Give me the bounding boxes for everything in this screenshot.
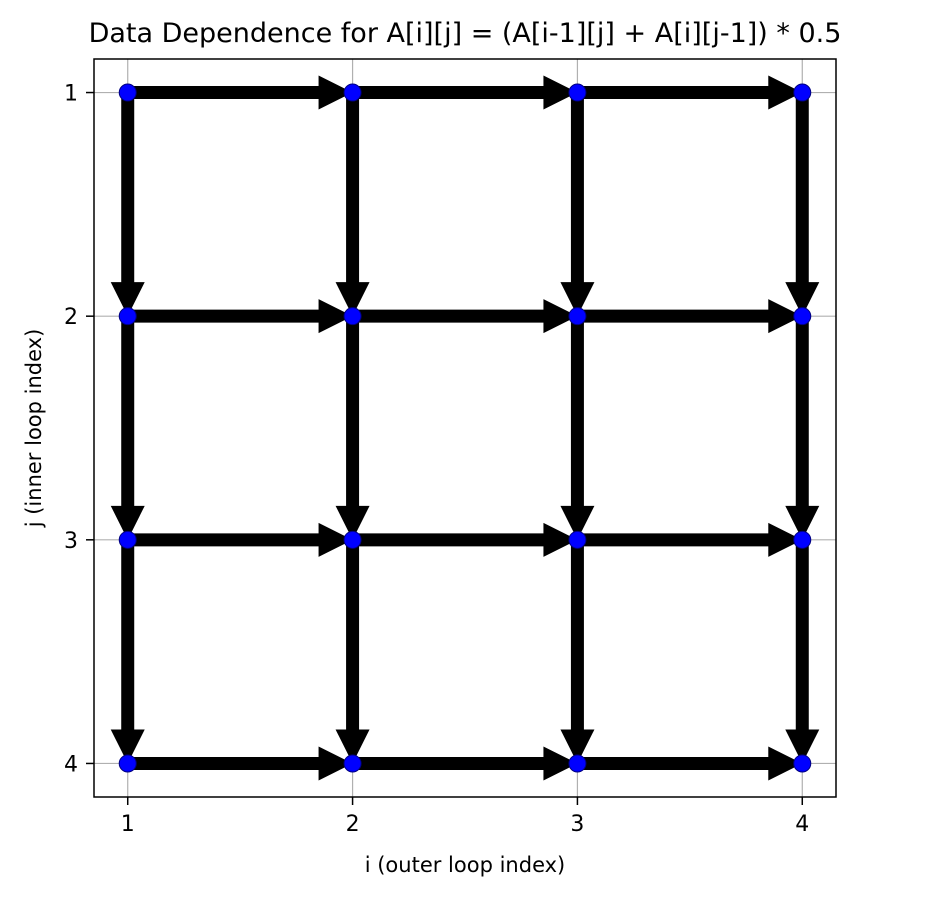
dependence-arrow <box>127 746 353 781</box>
dependence-arrow <box>335 539 370 764</box>
dependence-arrow <box>577 746 803 781</box>
iteration-point <box>118 307 137 326</box>
x-tick-label: 1 <box>121 812 135 837</box>
dependence-arrow <box>785 539 820 764</box>
iteration-point <box>793 754 812 773</box>
iteration-point <box>118 754 137 773</box>
x-tick-label: 2 <box>346 812 360 837</box>
dependence-arrow <box>335 316 370 540</box>
dependence-arrow <box>110 316 145 540</box>
dependence-arrow <box>577 75 803 110</box>
dependence-arrow <box>352 522 578 557</box>
dependence-arrow <box>110 539 145 764</box>
plot-frame <box>93 58 837 798</box>
dependence-arrow <box>127 299 353 334</box>
dependence-arrow <box>785 92 820 317</box>
iteration-point <box>568 754 587 773</box>
iteration-point <box>793 530 812 549</box>
x-axis-label: i (outer loop index) <box>365 853 566 877</box>
axis-ticks: 1 2 3 4 1 2 3 4 <box>64 82 809 837</box>
iteration-point <box>343 754 362 773</box>
dependence-arrow <box>577 522 803 557</box>
dependence-arrow <box>785 316 820 540</box>
y-tick-label: 4 <box>64 752 78 777</box>
iteration-point <box>568 530 587 549</box>
dependence-arrow <box>577 299 803 334</box>
y-tick-label: 2 <box>64 305 78 330</box>
iteration-point <box>343 83 362 102</box>
iteration-point <box>343 307 362 326</box>
dependence-arrow <box>352 299 578 334</box>
y-axis-label: j (inner loop index) <box>22 329 46 529</box>
dependence-arrow <box>110 92 145 317</box>
dependence-arrow <box>560 539 595 764</box>
iteration-point <box>568 83 587 102</box>
iteration-point <box>568 307 587 326</box>
dependence-arrow <box>560 316 595 540</box>
iteration-points <box>118 83 812 773</box>
dependence-arrow <box>127 75 353 110</box>
y-tick-label: 1 <box>64 82 78 107</box>
iteration-point <box>118 83 137 102</box>
chart-title: Data Dependence for A[i][j] = (A[i-1][j]… <box>89 18 842 49</box>
iteration-point <box>793 83 812 102</box>
y-tick-label: 3 <box>64 529 78 554</box>
dependence-arrow <box>560 92 595 317</box>
dependence-arrow <box>127 522 353 557</box>
iteration-point <box>118 530 137 549</box>
x-tick-label: 4 <box>795 812 809 837</box>
dependence-arrow <box>352 75 578 110</box>
dependence-arrow <box>352 746 578 781</box>
dependence-arrows <box>110 75 820 781</box>
iteration-point <box>343 530 362 549</box>
x-tick-label: 3 <box>570 812 584 837</box>
dependence-arrow <box>335 92 370 317</box>
iteration-point <box>793 307 812 326</box>
